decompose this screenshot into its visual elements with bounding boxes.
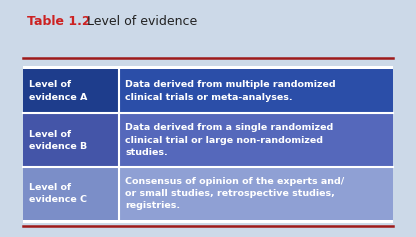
Bar	[119, 113, 393, 167]
Text: Consensus of opinion of the experts and/
or small studies, retrospective studies: Consensus of opinion of the experts and/…	[125, 177, 344, 210]
Bar	[23, 113, 119, 167]
Text: Table 1.2: Table 1.2	[27, 15, 91, 28]
Text: Data derived from multiple randomized
clinical trials or meta-analyses.: Data derived from multiple randomized cl…	[125, 80, 336, 102]
Text: Level of
evidence B: Level of evidence B	[29, 130, 87, 151]
Text: Level of evidence: Level of evidence	[87, 15, 198, 28]
Bar	[23, 167, 119, 220]
Text: Level of
evidence C: Level of evidence C	[29, 183, 87, 204]
Bar	[23, 69, 119, 113]
Bar	[23, 66, 393, 223]
Text: Data derived from a single randomized
clinical trial or large non-randomized
stu: Data derived from a single randomized cl…	[125, 123, 334, 157]
Bar	[119, 69, 393, 113]
Text: Level of
evidence A: Level of evidence A	[29, 80, 87, 102]
Bar	[119, 167, 393, 220]
